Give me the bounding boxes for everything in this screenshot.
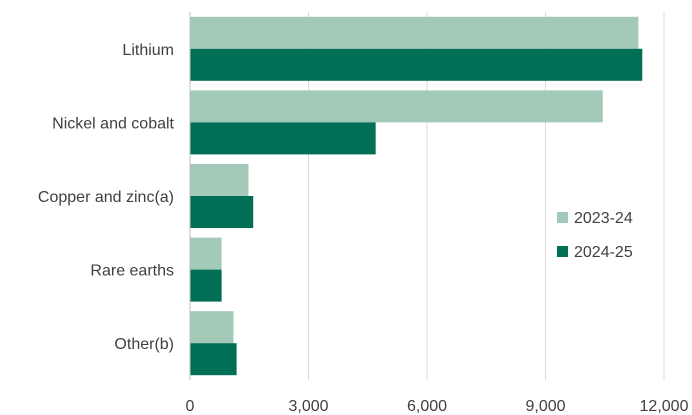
category-label: Other(b)	[114, 336, 174, 353]
bar	[190, 90, 603, 123]
x-tick-label: 12,000	[640, 398, 689, 415]
bar	[190, 164, 249, 196]
bar	[190, 269, 222, 302]
bar	[190, 237, 222, 270]
bars	[190, 16, 643, 376]
x-tick-label: 3,000	[288, 398, 328, 415]
legend-label: 2024-25	[574, 244, 633, 261]
bar	[190, 16, 639, 49]
category-label: Copper and zinc(a)	[38, 189, 174, 206]
category-label: Rare earths	[90, 263, 174, 280]
x-tick-label: 0	[186, 398, 195, 415]
bar	[190, 343, 237, 376]
x-tick-label: 6,000	[407, 398, 447, 415]
category-labels: Lithium Nickel and cobalt Copper and zinc(…	[38, 42, 175, 353]
bar	[190, 48, 643, 81]
x-tick-labels: 0 3,000 6,000 9,000 12,000	[186, 398, 689, 415]
legend-swatch	[557, 212, 568, 223]
legend: 2023-24 2024-25	[557, 210, 633, 261]
category-label: Nickel and cobalt	[52, 115, 174, 132]
legend-label: 2023-24	[574, 210, 633, 227]
bar	[190, 196, 254, 228]
bar	[190, 311, 234, 344]
x-tick-label: 9,000	[525, 398, 565, 415]
bar	[190, 122, 376, 155]
category-label: Lithium	[122, 42, 174, 59]
legend-swatch	[557, 246, 568, 257]
